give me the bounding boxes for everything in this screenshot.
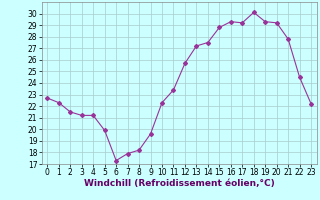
X-axis label: Windchill (Refroidissement éolien,°C): Windchill (Refroidissement éolien,°C) [84, 179, 275, 188]
